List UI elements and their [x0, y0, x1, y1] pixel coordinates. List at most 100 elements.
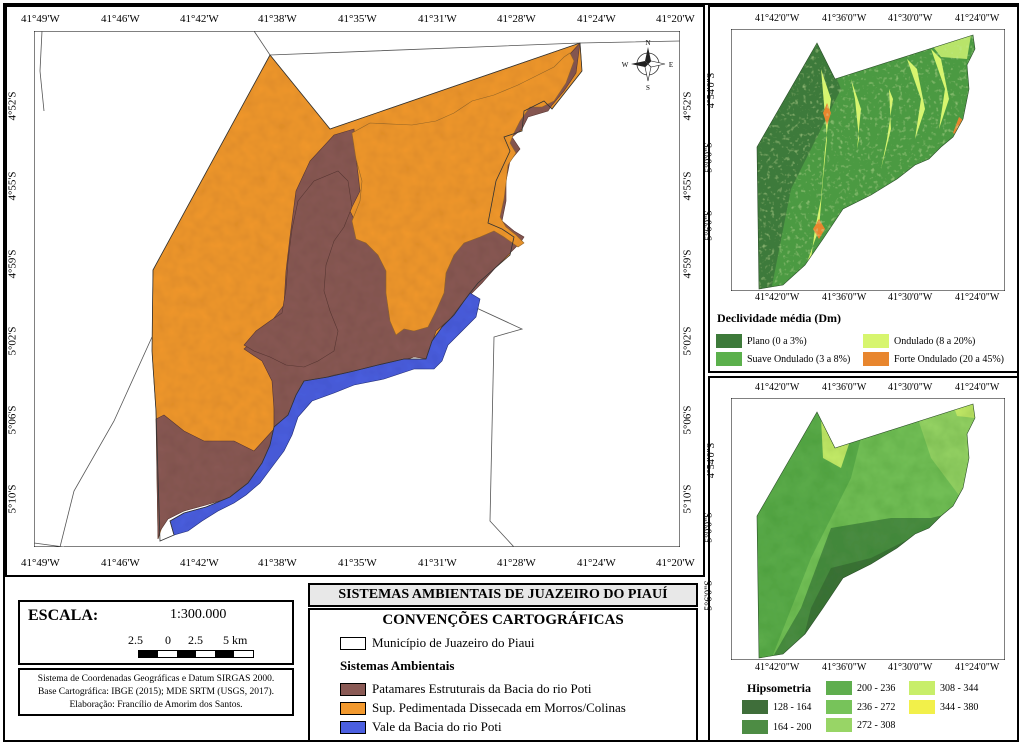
neighbor-boundary — [34, 542, 65, 547]
hypso-swatch — [909, 681, 935, 695]
lat-label: 5°02'S — [681, 326, 694, 356]
lon-label: 41°24'W — [577, 557, 616, 569]
credit-line: Sistema de Coordenadas Geográficas e Dat… — [37, 674, 275, 684]
neighbor-boundary — [39, 31, 45, 112]
scale-tick-label: 5 km — [223, 633, 248, 647]
slope-legend-label: Plano (0 a 3%) — [747, 335, 807, 347]
page-title: SISTEMAS AMBIENTAIS DE JUAZEIRO DO PIAUÍ — [338, 587, 668, 602]
slope-swatch — [716, 352, 742, 366]
slope-legend-item: Forte Ondulado (20 a 45%) — [863, 352, 1004, 366]
lon-label: 41°38'W — [258, 13, 297, 25]
svg-text:S: S — [646, 84, 650, 92]
patamares-area — [243, 170, 353, 368]
slope-swatch — [863, 352, 889, 366]
svg-text:E: E — [669, 61, 673, 69]
lon-label: 41°20'W — [656, 557, 695, 569]
sup-pedimentada-area — [351, 52, 575, 336]
conventions-box: CONVENÇÕES CARTOGRÁFICAS — [308, 608, 698, 742]
lon-label: 41°36'0"W — [822, 382, 867, 393]
hypso-legend-label: 236 - 272 — [857, 701, 896, 713]
credit-line: Elaboração: Francílio de Amorim dos Sant… — [69, 700, 243, 710]
hypso-swatch — [826, 718, 852, 732]
hypso-legend-item: 200 - 236 — [826, 681, 895, 695]
sistemas-heading: Sistemas Ambientais — [340, 658, 455, 673]
scale-tick-label: 0 — [165, 633, 171, 647]
lon-label: 41°30'0"W — [888, 292, 933, 303]
patamares-swatch — [340, 682, 366, 696]
lat-label: 4°52'S — [681, 91, 694, 121]
hypso-swatch — [826, 681, 852, 695]
hypso-legend-label: 272 - 308 — [857, 719, 896, 731]
lon-label: 41°30'0"W — [888, 13, 933, 24]
hypso-swatch — [909, 700, 935, 714]
hypso-legend-title: Hipsometria — [747, 681, 811, 695]
lon-label: 41°28'W — [497, 13, 536, 25]
slope-legend-item: Plano (0 a 3%) — [716, 334, 807, 348]
vale-swatch — [340, 720, 366, 734]
conventions-heading: CONVENÇÕES CARTOGRÁFICAS — [382, 612, 624, 628]
municipio-swatch — [340, 636, 366, 650]
hypso-legend-item: 344 - 380 — [909, 700, 978, 714]
scale-bar — [138, 650, 254, 658]
lon-label: 41°42'0"W — [755, 13, 800, 24]
lon-label: 41°42'0"W — [755, 382, 800, 393]
hypso-legend-item: 308 - 344 — [909, 681, 978, 695]
svg-text:W: W — [622, 61, 629, 69]
lon-label: 41°31'W — [418, 13, 457, 25]
lon-label: 41°24'0"W — [955, 662, 1000, 673]
credits-box: Sistema de Coordenadas Geográficas e Dat… — [18, 668, 294, 716]
legend-label: Sup. Pedimentada Dissecada em Morros/Col… — [372, 700, 626, 715]
hypso-legend-label: 344 - 380 — [940, 701, 979, 713]
lon-label: 41°42'W — [180, 13, 219, 25]
scale-tick-label: 2.5 — [188, 633, 203, 647]
lat-label: 5°10'S — [6, 484, 19, 514]
lon-label: 41°42'W — [180, 557, 219, 569]
neighbor-boundary — [59, 336, 153, 547]
slope-legend-label: Suave Ondulado (3 a 8%) — [747, 353, 851, 365]
title-box: SISTEMAS AMBIENTAIS DE JUAZEIRO DO PIAUÍ — [308, 583, 698, 607]
lon-label: 41°49'W — [21, 557, 60, 569]
lat-label: 5°06'S — [6, 405, 19, 435]
scale-tick-label: 2.5 — [128, 633, 143, 647]
legend-item: Patamares Estruturais da Bacia do rio Po… — [340, 681, 592, 697]
legend-municipio: Município de Juazeiro do Piaui — [340, 635, 534, 651]
lat-label: 5°6'0"S — [703, 210, 715, 241]
hypso-swatch — [742, 720, 768, 734]
slope-legend-title: Declividade média (Dm) — [717, 311, 841, 325]
lon-label: 41°36'0"W — [822, 13, 867, 24]
lon-label: 41°49'W — [21, 13, 60, 25]
lon-label: 41°28'W — [497, 557, 536, 569]
lat-label: 4°55'S — [6, 171, 19, 201]
lon-label: 41°24'0"W — [955, 13, 1000, 24]
lon-label: 41°31'W — [418, 557, 457, 569]
slope-legend-item: Ondulado (8 a 20%) — [863, 334, 975, 348]
legend-label: Vale da Bacia do rio Poti — [372, 719, 502, 734]
lon-label: 41°30'0"W — [888, 662, 933, 673]
lat-label: 5°0'0"S — [703, 512, 715, 543]
hypso-legend-item: 236 - 272 — [826, 700, 895, 714]
slope-map-canvas — [731, 29, 1005, 291]
hypso-legend-item: 164 - 200 — [742, 720, 811, 734]
slope-legend-label: Forte Ondulado (20 a 45%) — [894, 353, 1004, 365]
lon-label: 41°24'W — [577, 13, 616, 25]
legend-label: Município de Juazeiro do Piaui — [372, 635, 535, 650]
lon-label: 41°35'W — [338, 557, 377, 569]
main-map-canvas: N S E W — [34, 31, 680, 547]
lat-label: 4°54'0"S — [706, 72, 718, 109]
lon-label: 41°20'W — [656, 13, 695, 25]
scale-box: ESCALA: 1:300.000 2.5 0 2.5 5 km — [18, 600, 294, 665]
slope-swatch — [863, 334, 889, 348]
lat-label: 4°54'0"S — [706, 442, 718, 479]
scale-ratio: 1:300.000 — [170, 607, 227, 622]
slope-legend-label: Ondulado (8 a 20%) — [894, 335, 976, 347]
lat-label: 5°10'S — [681, 484, 694, 514]
hypso-legend-item: 272 - 308 — [826, 718, 895, 732]
hypso-legend-label: 200 - 236 — [857, 682, 896, 694]
lat-label: 4°59'S — [681, 249, 694, 279]
lat-label: 4°55'S — [681, 171, 694, 201]
lon-label: 41°36'0"W — [822, 662, 867, 673]
lon-label: 41°38'W — [258, 557, 297, 569]
slope-swatch — [716, 334, 742, 348]
hypso-legend-label: 308 - 344 — [940, 682, 979, 694]
lat-label: 5°6'0"S — [703, 580, 715, 611]
